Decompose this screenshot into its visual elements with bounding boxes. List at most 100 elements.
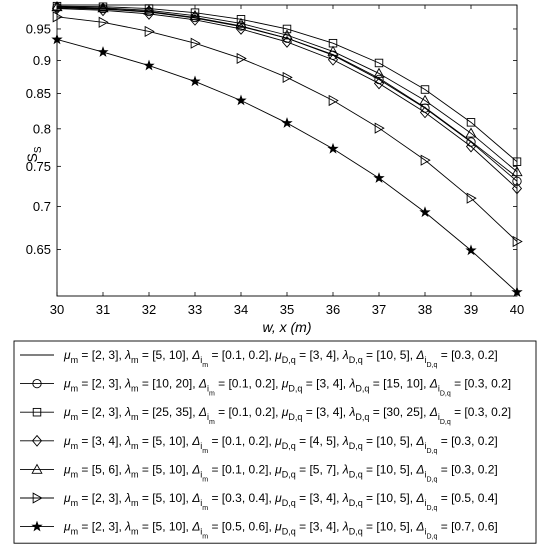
data-point [235,17,247,28]
legend-subscript: m [131,384,139,394]
legend-text-segment: = [5, 10], [139,348,193,362]
legend-subscript: D,q [426,362,437,369]
legend-text-segment: = [0.1, 0.2], [215,405,282,419]
legend-text-segment: μ [63,491,71,505]
legend-text-segment: λ [124,377,131,391]
legend-text-segment: = [3, 4], [296,348,343,362]
x-tick-label: 36 [326,302,340,317]
legend-text-segment: = [0.7, 0.6] [437,520,497,534]
data-point [281,117,293,128]
legend-text-segment: = [0.5, 0.4] [437,491,497,505]
legend-text-segment: = [15, 10], [369,377,429,391]
x-tick-label: 34 [234,302,248,317]
legend-text-segment: = [5, 10], [139,462,193,476]
axes-frame [56,4,518,297]
legend-entry: μm = [2, 3], λm = [25, 35], Δim = [0.1, … [20,405,511,426]
legend-text-segment: = [5, 6], [78,462,125,476]
legend-subscript: m [71,469,79,479]
x-tick-label: 40 [510,302,524,317]
legend-subscript: D,q [349,469,363,479]
legend-subscript: m [71,412,79,422]
series-line [56,7,518,178]
data-point [419,106,431,119]
legend-subscript: D,q [349,527,363,537]
legend-text-segment: = [0.1, 0.2], [208,434,275,448]
data-point [374,58,384,68]
legend-subscript: m [131,469,139,479]
legend-text-segment: = [0.3, 0.4], [208,491,275,505]
legend-subscript: i [200,527,202,537]
legend-marker [32,492,43,504]
data-point [465,140,477,153]
legend-subscript: i [424,527,426,537]
x-tick-label: 38 [418,302,432,317]
legend-text-segment: = [2, 3], [78,348,125,362]
legend-marker [31,434,43,447]
x-tick-label: 35 [280,302,294,317]
legend-text-segment: = [0.3, 0.2] [451,405,511,419]
legend-text-segment: μ [274,491,282,505]
legend-text-segment: = [25, 35], [139,405,199,419]
data-point [465,244,477,256]
data-point [420,154,431,166]
legend-text-segment: λ [124,520,131,534]
data-point [143,7,155,20]
data-point [373,67,385,78]
legend-entry: μm = [2, 3], λm = [5, 10], Δim = [0.5, 0… [20,520,498,541]
legend-text-segment: = [0.3, 0.2] [437,434,497,448]
y-axis-title-sub: S [33,146,44,153]
legend-subscript: D,q [282,469,296,479]
legend-text-segment: Δ [191,520,200,534]
legend-text-segment: = [0.1, 0.2], [208,348,275,362]
legend-subscript: D,q [440,391,451,398]
legend-text-segment: λ [342,520,349,534]
legend-subscript: i [438,384,440,394]
legend-text-segment: = [5, 10], [139,434,193,448]
legend-text-segment: Δ [191,491,200,505]
legend-subscript: m [71,355,79,365]
legend-text-segment: μ [63,434,71,448]
legend-text-segment: μ [63,348,71,362]
legend-text-segment: μ [274,348,282,362]
data-point [374,122,385,134]
legend-text-segment: λ [348,405,355,419]
legend-text-segment: λ [124,405,131,419]
data-point [420,85,430,94]
legend-label: μm = [2, 3], λm = [5, 10], Δim = [0.5, 0… [63,520,498,541]
legend-subscript: m [202,505,208,512]
legend-text-segment: λ [342,348,349,362]
data-point [144,25,155,38]
legend-subscript: i [424,441,426,451]
legend-marker [32,407,42,417]
legend-subscript: m [71,441,79,451]
data-point [373,77,385,90]
legend-text-segment: = [10, 5], [363,491,417,505]
legend-subscript: m [71,498,79,508]
plot-area [51,1,523,297]
legend-text-segment: μ [274,434,282,448]
data-point [190,37,201,49]
legend-label: μm = [2, 3], λm = [5, 10], Δim = [0.3, 0… [63,491,498,512]
data-point [143,59,155,71]
legend-text-segment: = [3, 4], [296,491,343,505]
legend-text-segment: = [0.3, 0.2] [451,377,511,391]
data-point [236,52,247,65]
x-tick-label: 32 [142,302,156,317]
legend-text-segment: = [0.5, 0.6], [208,520,275,534]
legend-text-segment: = [3, 4], [302,377,349,391]
legend-text-segment: Δ [429,377,438,391]
legend-text-segment: = [10, 20], [139,377,199,391]
legend-text-segment: μ [274,462,282,476]
legend-text-segment: μ [63,462,71,476]
legend-text-segment: λ [124,462,131,476]
legend-text-segment: λ [342,491,349,505]
x-tick-label: 30 [50,302,64,317]
data-point [281,36,293,48]
legend-label: μm = [3, 4], λm = [5, 10], Δim = [0.1, 0… [63,434,498,455]
legend-text-segment: μ [281,377,289,391]
legend-subscript: i [200,355,202,365]
legend-entry: μm = [3, 4], λm = [5, 10], Δim = [0.1, 0… [20,434,498,455]
legend-subscript: i [424,355,426,365]
legend-text-segment: Δ [415,462,424,476]
y-tick-label: 0.85 [26,86,51,101]
